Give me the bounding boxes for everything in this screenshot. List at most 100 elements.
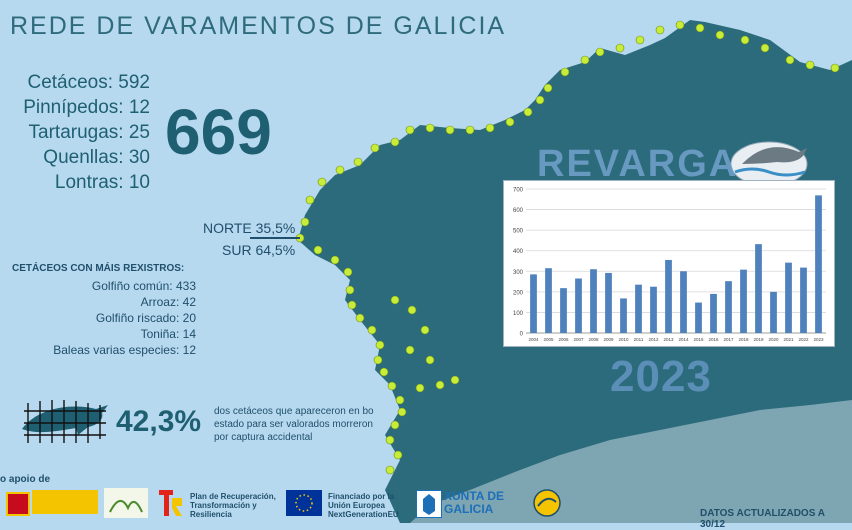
stranding-dot	[379, 367, 389, 377]
x-tick-label: 2022	[798, 337, 809, 342]
stranding-dot	[370, 143, 380, 153]
stranding-dot	[387, 381, 397, 391]
cemma-logo	[532, 488, 562, 520]
bar	[605, 272, 612, 333]
stranding-dot	[355, 313, 365, 323]
list-item: Golfiño común: 433	[91, 279, 196, 293]
stranding-dot	[715, 30, 725, 40]
stat-otters: Lontras: 10	[54, 172, 150, 193]
x-tick-label: 2010	[618, 337, 629, 342]
x-tick-label: 2012	[648, 337, 659, 342]
stranding-dot	[535, 95, 545, 105]
region-north: NORTE 35,5%	[203, 220, 296, 236]
bar	[770, 291, 777, 333]
x-tick-label: 2016	[708, 337, 719, 342]
x-tick-label: 2021	[783, 337, 794, 342]
stranding-dot	[785, 55, 795, 65]
stranding-dot	[367, 325, 377, 335]
bar	[785, 262, 792, 333]
stat-turtles: Tartarugas: 25	[28, 122, 150, 143]
stranding-dot	[375, 340, 385, 350]
y-tick-label: 300	[513, 270, 524, 276]
bar	[530, 274, 537, 333]
stranding-dot	[595, 47, 605, 57]
region-divider	[250, 237, 300, 239]
y-tick-label: 500	[513, 229, 524, 235]
x-tick-label: 2023	[813, 337, 824, 342]
stranding-dot	[317, 177, 327, 187]
y-tick-label: 200	[513, 290, 524, 296]
stranding-dot	[390, 137, 400, 147]
total-strandings: 669	[165, 96, 272, 168]
cetaceans-list: Golfiño común: 433 Arroaz: 42 Golfiño ri…	[0, 279, 196, 359]
bar	[815, 195, 822, 333]
stranding-dot	[580, 55, 590, 65]
stranding-dot	[405, 125, 415, 135]
y-tick-label: 400	[513, 249, 524, 255]
bar	[635, 284, 642, 333]
year-label: 2023	[610, 352, 712, 401]
list-item: Toniña: 14	[140, 327, 196, 341]
stranding-dot	[635, 35, 645, 45]
x-tick-label: 2018	[738, 337, 749, 342]
stranding-dot	[740, 35, 750, 45]
cetaceans-heading: CETÁCEOS CON MÁIS REXISTROS:	[12, 263, 185, 274]
stranding-dot	[505, 117, 515, 127]
list-item: Baleas varias especies: 12	[53, 343, 196, 357]
stranding-dot	[395, 395, 405, 405]
stranding-dot	[805, 60, 815, 70]
stat-pinnipeds: Pinnípedos: 12	[23, 97, 150, 118]
stranding-dot	[305, 195, 315, 205]
y-tick-label: 600	[513, 208, 524, 214]
stranding-dot	[397, 407, 407, 417]
stranding-dot	[347, 300, 357, 310]
stranding-dot	[695, 23, 705, 33]
stranding-dot	[405, 345, 415, 355]
stranding-dot	[313, 245, 323, 255]
stat-sharks: Quenllas: 30	[43, 147, 150, 168]
xunta-text: XUNTA DE GALICIA	[444, 489, 504, 516]
eu-logo: Financiado por la Unión Europea NextGene…	[286, 488, 399, 520]
stranding-dot	[353, 157, 363, 167]
stranding-dot	[655, 25, 665, 35]
portugal-land	[410, 400, 852, 523]
x-tick-label: 2019	[753, 337, 764, 342]
stranding-dot	[560, 67, 570, 77]
bar	[575, 278, 582, 333]
stranding-dot	[385, 465, 395, 475]
stranding-dot	[393, 450, 403, 460]
stranding-dot	[373, 355, 383, 365]
stranding-dot	[390, 420, 400, 430]
stranding-dot	[420, 325, 430, 335]
strandings-chart: 0 100 200 300 400 500 600 700 2004 2005 2006 2007 20…	[503, 180, 835, 347]
x-tick-label: 2014	[678, 337, 689, 342]
bar	[725, 281, 732, 333]
chart-svg: 0 100 200 300 400 500 600 700 2004 2005 2006 2007 20…	[513, 188, 826, 342]
x-tick-label: 2007	[573, 337, 584, 342]
page-title: REDE DE VARAMENTOS DE GALICIA	[10, 12, 507, 40]
bycatch-percent: 42,3%	[116, 405, 202, 438]
x-tick-label: 2015	[693, 337, 704, 342]
support-label: o apoio de	[0, 474, 50, 485]
x-tick-label: 2011	[634, 337, 644, 342]
stranding-dot	[390, 295, 400, 305]
xunta-logo: XUNTA DE GALICIA	[416, 488, 520, 520]
stranding-dot	[523, 107, 533, 117]
stranding-dot	[385, 435, 395, 445]
eu-flag-icon	[286, 490, 322, 516]
y-tick-label: 0	[520, 332, 524, 338]
bar	[560, 288, 567, 333]
revarga-logo: REVARGA	[537, 134, 837, 187]
bar	[620, 298, 627, 333]
stranding-dot	[415, 383, 425, 393]
stranding-dot	[450, 375, 460, 385]
x-tick-label: 2005	[543, 337, 554, 342]
prtr-text: Plan de Recuperación, Transformación y R…	[190, 492, 276, 519]
x-tick-label: 2009	[603, 337, 614, 342]
stranding-dot	[485, 123, 495, 133]
stranding-dot	[425, 123, 435, 133]
bar	[545, 268, 552, 333]
stranding-dot	[543, 83, 553, 93]
list-item: Arroaz: 42	[140, 295, 196, 309]
x-tick-label: 2004	[528, 337, 539, 342]
